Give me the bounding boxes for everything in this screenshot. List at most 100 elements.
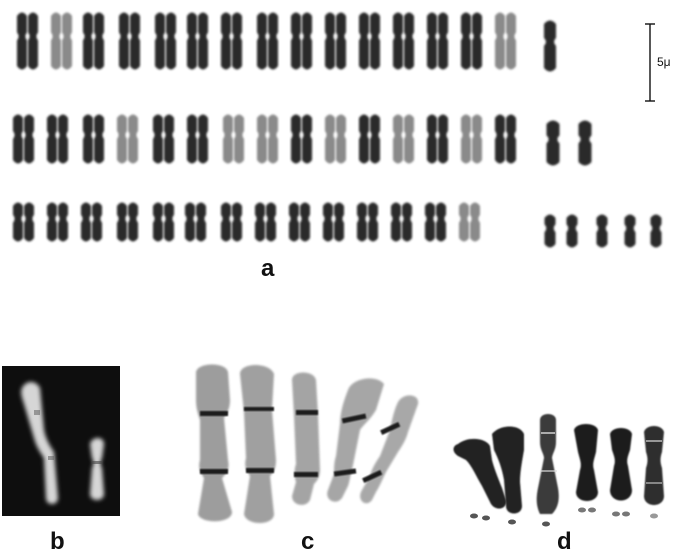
chromosome-2-7-left xyxy=(223,114,233,164)
chromosome-3-7-right xyxy=(232,202,242,242)
chromosome-2-6-left xyxy=(187,114,197,164)
chromosome-1-9-left xyxy=(291,12,301,70)
panel-d-stained-chromosomes xyxy=(453,414,664,527)
chromosome-3-6-left xyxy=(185,202,195,242)
chromosome-2-15-left xyxy=(495,114,505,164)
chromosome-2-10-right xyxy=(336,114,346,164)
chromosome-2-14-right xyxy=(472,114,482,164)
chromosome-1-14-right xyxy=(472,12,482,70)
chromosome-3-8-left xyxy=(255,202,265,242)
chromosome-1-10-right xyxy=(336,12,346,70)
chromosome-2-7-right xyxy=(234,114,244,164)
chromosome-2-11-right xyxy=(370,114,380,164)
chromosome-1-1-left xyxy=(17,12,27,70)
chromosome-3-11-right xyxy=(368,202,378,242)
chromosome-3-10-left xyxy=(323,202,333,242)
chromosome-3-1-right xyxy=(24,202,34,242)
chromosome-1-12-right xyxy=(404,12,414,70)
chromosome-1-3-left xyxy=(83,12,93,70)
chromosome-1-5-left xyxy=(155,12,165,70)
chromosome-1-8-right xyxy=(268,12,278,70)
chromosome-2-12-right xyxy=(404,114,414,164)
chromosome-2-15-right xyxy=(506,114,516,164)
panel-label-a: a xyxy=(261,255,275,282)
chromosome-2-12-left xyxy=(393,114,403,164)
chromosome-3-6-right xyxy=(196,202,206,242)
panel-label-b: b xyxy=(50,528,65,555)
sex-chromosome-row3-2 xyxy=(566,214,578,248)
sex-chromosomes-group xyxy=(544,20,662,248)
chromosome-3-8-right xyxy=(266,202,276,242)
panel-label-c: c xyxy=(301,528,315,555)
chromosome-1-8-left xyxy=(257,12,267,70)
chromosome-2-4-left xyxy=(117,114,127,164)
chromosome-2-9-left xyxy=(291,114,301,164)
chromosome-1-13-right xyxy=(438,12,448,70)
scale-bar-label: 5μ xyxy=(657,55,671,69)
chromosome-2-5-left xyxy=(153,114,163,164)
chromosome-3-11-left xyxy=(357,202,367,242)
chromosome-2-1-right xyxy=(24,114,34,164)
chromosome-2-3-right xyxy=(94,114,104,164)
chromosome-2-4-right xyxy=(128,114,138,164)
chromosome-3-10-right xyxy=(334,202,344,242)
sex-chromosome-row3-5 xyxy=(650,214,662,248)
chromosome-3-12-left xyxy=(391,202,401,242)
chromosome-3-13-left xyxy=(425,202,435,242)
panel-label-d: d xyxy=(557,528,572,555)
chromosome-3-2-left xyxy=(47,202,57,242)
chromosome-3-3-left xyxy=(81,202,91,242)
chromosome-2-8-left xyxy=(257,114,267,164)
sex-chromosome-row2-a xyxy=(546,120,560,166)
chromosome-1-12-left xyxy=(393,12,403,70)
chromosome-1-9-right xyxy=(302,12,312,70)
chromosome-1-13-left xyxy=(427,12,437,70)
sex-chromosome-row3-1 xyxy=(544,214,556,248)
karyotype-row-3 xyxy=(13,202,480,242)
chromosome-3-12-right xyxy=(402,202,412,242)
chromosome-2-8-right xyxy=(268,114,278,164)
chromosome-2-13-left xyxy=(427,114,437,164)
chromosome-2-13-right xyxy=(438,114,448,164)
chromosome-1-14-left xyxy=(461,12,471,70)
chromosome-2-6-right xyxy=(198,114,208,164)
chromosome-2-10-left xyxy=(325,114,335,164)
scale-bar xyxy=(645,23,655,102)
panel-c-banded-chromosomes xyxy=(196,364,419,523)
chromosome-2-14-left xyxy=(461,114,471,164)
chromosome-2-1-left xyxy=(13,114,23,164)
chromosome-3-1-left xyxy=(13,202,23,242)
chromosome-3-9-left xyxy=(289,202,299,242)
chromosome-3-3-right xyxy=(92,202,102,242)
sex-chromosome-row3-4 xyxy=(624,214,636,248)
chromosome-1-7-right xyxy=(232,12,242,70)
chromosome-1-11-left xyxy=(359,12,369,70)
chromosome-2-2-left xyxy=(47,114,57,164)
sex-chromosome-row1 xyxy=(544,20,556,72)
chromosome-2-5-right xyxy=(164,114,174,164)
chromosome-3-4-right xyxy=(128,202,138,242)
chromosome-3-2-right xyxy=(58,202,68,242)
panel-b-fluorescent-chromosomes xyxy=(2,366,120,516)
chromosome-1-2-left xyxy=(51,12,61,70)
chromosome-2-11-left xyxy=(359,114,369,164)
chromosome-3-5-right xyxy=(164,202,174,242)
chromosome-1-10-left xyxy=(325,12,335,70)
chromosome-1-7-left xyxy=(221,12,231,70)
karyotype-row-2 xyxy=(13,114,516,164)
chromosome-1-1-right xyxy=(28,12,38,70)
chromosome-3-4-left xyxy=(117,202,127,242)
chromosome-3-5-left xyxy=(153,202,163,242)
chromosome-1-4-left xyxy=(119,12,129,70)
chromosome-2-2-right xyxy=(58,114,68,164)
chromosome-2-3-left xyxy=(83,114,93,164)
chromosome-2-9-right xyxy=(302,114,312,164)
panel-a-karyotype xyxy=(13,12,662,248)
chromosome-1-3-right xyxy=(94,12,104,70)
chromosome-1-6-left xyxy=(187,12,197,70)
chromosome-1-4-right xyxy=(130,12,140,70)
chromosome-1-2-right xyxy=(62,12,72,70)
chromosome-3-9-right xyxy=(300,202,310,242)
